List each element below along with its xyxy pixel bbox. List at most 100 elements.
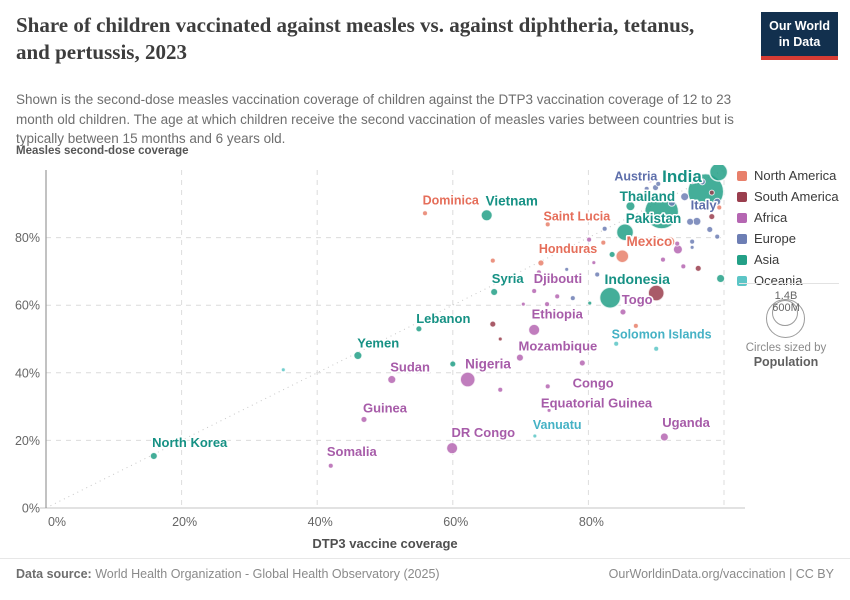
data-point-thailand[interactable] bbox=[625, 201, 636, 212]
data-point[interactable] bbox=[632, 322, 639, 329]
data-point[interactable] bbox=[594, 271, 601, 278]
data-point[interactable] bbox=[619, 273, 626, 280]
data-point[interactable] bbox=[554, 293, 561, 300]
data-point[interactable] bbox=[646, 176, 654, 184]
size-legend-circles: 1.4B 600M bbox=[733, 290, 839, 338]
data-point-equatorial-guinea[interactable] bbox=[546, 407, 552, 413]
data-point-solomon-islands[interactable] bbox=[613, 340, 620, 347]
data-point-nigeria[interactable] bbox=[459, 371, 476, 388]
data-point[interactable] bbox=[489, 257, 496, 264]
data-point[interactable] bbox=[280, 367, 286, 373]
data-point-north-korea[interactable] bbox=[149, 451, 158, 460]
data-point[interactable] bbox=[600, 239, 607, 246]
data-point[interactable] bbox=[497, 336, 503, 342]
data-point[interactable] bbox=[667, 198, 676, 207]
data-point[interactable] bbox=[706, 225, 714, 233]
data-point[interactable] bbox=[601, 225, 608, 232]
data-point[interactable] bbox=[608, 251, 616, 258]
data-point[interactable] bbox=[520, 301, 526, 307]
data-point[interactable] bbox=[708, 213, 716, 221]
data-points bbox=[149, 163, 729, 469]
country-label-north-korea: North Korea bbox=[152, 435, 228, 450]
tick-labels: 0% 20% 40% 60% 80% 0% 20% 40% 60% 80% bbox=[15, 231, 604, 529]
legend-item-africa[interactable]: Africa bbox=[737, 210, 839, 225]
legend-item-europe[interactable]: Europe bbox=[737, 231, 839, 246]
data-point[interactable] bbox=[698, 178, 706, 186]
data-point[interactable] bbox=[680, 192, 690, 202]
y-axis-title: Measles second-dose coverage bbox=[16, 145, 189, 157]
data-point[interactable] bbox=[689, 238, 696, 245]
data-point-yemen[interactable] bbox=[353, 351, 363, 361]
country-label-sudan: Sudan bbox=[390, 359, 430, 374]
data-point[interactable] bbox=[591, 260, 597, 266]
data-point[interactable] bbox=[708, 189, 715, 196]
data-point[interactable] bbox=[674, 240, 681, 247]
data-point[interactable] bbox=[716, 273, 726, 283]
data-point[interactable] bbox=[449, 360, 457, 368]
data-point[interactable] bbox=[686, 217, 695, 226]
data-point-vietnam[interactable] bbox=[480, 209, 493, 222]
data-point[interactable] bbox=[653, 345, 660, 352]
data-point-syria[interactable] bbox=[490, 288, 499, 297]
data-point[interactable] bbox=[659, 256, 666, 263]
data-point-indonesia[interactable] bbox=[598, 286, 622, 310]
x-tick-label-60: 60% bbox=[443, 515, 468, 529]
data-point-togo[interactable] bbox=[619, 308, 627, 316]
owid-logo-line1: Our World bbox=[769, 19, 830, 33]
legend-item-oceania[interactable]: Oceania bbox=[737, 273, 839, 288]
data-point-sudan[interactable] bbox=[387, 375, 397, 385]
data-point[interactable] bbox=[544, 301, 551, 308]
legend-separator bbox=[739, 283, 839, 284]
legend-swatch bbox=[737, 212, 747, 223]
footer-link[interactable]: OurWorldinData.org/vaccination | CC BY bbox=[608, 567, 834, 581]
data-point[interactable] bbox=[587, 300, 593, 306]
legend-item-asia[interactable]: Asia bbox=[737, 252, 839, 267]
data-point-vanuatu[interactable] bbox=[532, 433, 538, 439]
data-point[interactable] bbox=[664, 236, 676, 248]
data-point[interactable] bbox=[713, 197, 722, 206]
data-point[interactable] bbox=[497, 386, 504, 393]
data-point-mozambique[interactable] bbox=[515, 353, 524, 362]
data-point-djibouti[interactable] bbox=[531, 288, 538, 295]
data-point-dominica[interactable] bbox=[422, 210, 429, 217]
data-point-uganda[interactable] bbox=[659, 432, 669, 442]
size-legend-small-value: 600M bbox=[772, 302, 800, 314]
data-point[interactable] bbox=[586, 236, 593, 243]
country-label-dr-congo: DR Congo bbox=[452, 425, 516, 440]
data-point-ethiopia[interactable] bbox=[528, 323, 541, 336]
data-point[interactable] bbox=[708, 163, 729, 182]
data-point[interactable] bbox=[655, 180, 662, 187]
legend-item-south-america[interactable]: South America bbox=[737, 189, 839, 204]
legend-item-north-america[interactable]: North America bbox=[737, 168, 839, 183]
data-point-lebanon[interactable] bbox=[415, 325, 423, 333]
data-point-mexico[interactable] bbox=[615, 248, 630, 264]
data-point-somalia[interactable] bbox=[327, 462, 334, 469]
size-legend-small-circle bbox=[772, 300, 798, 326]
data-point-saint-lucia[interactable] bbox=[544, 221, 551, 228]
legend-label: Asia bbox=[754, 252, 780, 267]
data-point[interactable] bbox=[716, 204, 723, 211]
data-point-honduras[interactable] bbox=[537, 259, 545, 267]
data-point[interactable] bbox=[694, 264, 702, 272]
data-point[interactable] bbox=[686, 173, 698, 185]
data-point[interactable] bbox=[564, 266, 570, 272]
data-point-guinea[interactable] bbox=[360, 415, 368, 423]
data-point[interactable] bbox=[578, 359, 586, 367]
footer: Data source: World Health Organization -… bbox=[0, 558, 850, 581]
data-point-pakistan[interactable] bbox=[615, 222, 635, 242]
data-point[interactable] bbox=[569, 295, 576, 302]
data-point[interactable] bbox=[647, 284, 665, 302]
data-point[interactable] bbox=[535, 269, 542, 276]
data-point[interactable] bbox=[643, 185, 650, 192]
data-point[interactable] bbox=[689, 244, 695, 250]
owid-logo[interactable]: Our World in Data bbox=[761, 12, 838, 61]
size-legend: 1.4B 600M Circles sized by Population bbox=[733, 290, 839, 369]
data-point[interactable] bbox=[714, 233, 721, 240]
data-point[interactable] bbox=[676, 174, 683, 181]
data-point[interactable] bbox=[680, 263, 687, 270]
data-point[interactable] bbox=[579, 244, 587, 252]
data-point-dr-congo[interactable] bbox=[446, 442, 459, 455]
data-point[interactable] bbox=[489, 320, 497, 328]
x-tick-label-80: 80% bbox=[579, 515, 604, 529]
data-point-congo[interactable] bbox=[544, 383, 551, 390]
